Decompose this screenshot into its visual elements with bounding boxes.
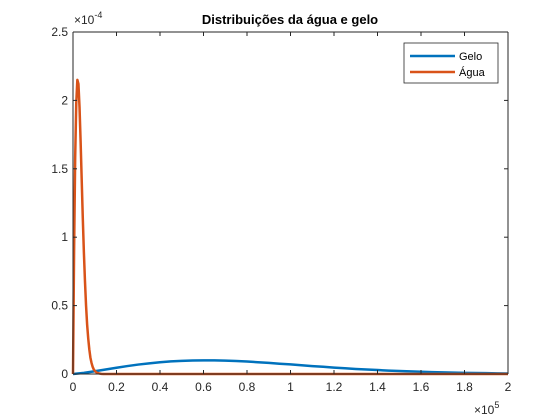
legend: Gelo Água: [403, 42, 499, 84]
x-tick-label: 0.6: [195, 380, 212, 394]
series-line-gelo: [72, 359, 509, 376]
x-tick-label: 0: [70, 380, 77, 394]
x-tick-label: 1.8: [456, 380, 473, 394]
y-tick-label: 2: [61, 93, 68, 107]
x-tick-label: 1.4: [369, 380, 386, 394]
x-tick-label: 1.2: [326, 380, 343, 394]
x-multiplier-base: ×10: [474, 403, 495, 417]
x-tick-label: 0.8: [239, 380, 256, 394]
y-multiplier-exponent: -4: [94, 10, 102, 20]
legend-box: [403, 42, 499, 84]
x-tick-label: 0.4: [152, 380, 169, 394]
x-multiplier: ×105: [474, 400, 499, 417]
y-ticks: 0 0.5 1 1.5 2 2.5: [51, 25, 508, 381]
y-tick-label: 1.5: [51, 162, 68, 176]
x-tick-label: 0.2: [108, 380, 125, 394]
y-tick-label: 0: [61, 367, 68, 381]
x-tick-label: 2: [505, 380, 512, 394]
legend-label-agua: Água: [459, 66, 486, 79]
x-tick-label: 1.6: [413, 380, 430, 394]
chart-title: Distribuições da água e gelo: [202, 12, 378, 27]
y-tick-label: 2.5: [51, 25, 68, 39]
y-multiplier-base: ×10: [74, 13, 95, 27]
x-ticks: 0 0.2 0.4 0.6 0.8 1 1.2 1.4 1.6 1.8 2: [70, 32, 512, 394]
x-tick-label: 1: [287, 380, 294, 394]
x-multiplier-exponent: 5: [494, 400, 499, 410]
y-multiplier: ×10-4: [74, 10, 102, 27]
y-tick-label: 0.5: [51, 299, 68, 313]
y-tick-label: 1: [61, 230, 68, 244]
plot-area: [73, 32, 508, 374]
legend-label-gelo: Gelo: [459, 51, 482, 63]
